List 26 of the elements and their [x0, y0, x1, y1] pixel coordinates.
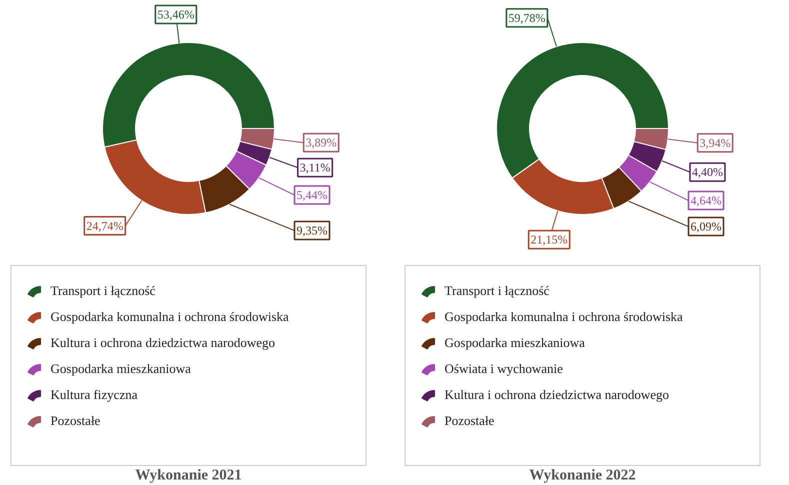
data-label: 53,46%	[157, 8, 194, 22]
legend-label: Gospodarka komunalna i ochrona środowiska	[444, 309, 684, 324]
legend-label: Pozostałe	[444, 413, 495, 428]
data-label: 4,40%	[692, 165, 723, 180]
legend-label: Transport i łączność	[50, 283, 156, 298]
legend-label: Gospodarka komunalna i ochrona środowiska	[50, 309, 290, 324]
legend-label: Kultura i ochrona dziedzictwa narodowego	[50, 335, 276, 350]
legend-label: Gospodarka mieszkaniowa	[444, 335, 586, 350]
legend-label: Kultura i ochrona dziedzictwa narodowego	[444, 387, 670, 402]
legend-label: Oświata i wychowanie	[444, 361, 564, 376]
data-label: 24,74%	[86, 218, 124, 233]
data-label: 3,11%	[300, 160, 330, 175]
data-label: 4,64%	[690, 194, 722, 208]
legend-label: Pozostałe	[50, 413, 101, 428]
data-label: 21,15%	[530, 232, 568, 247]
legend-label: Transport i łączność	[444, 283, 550, 298]
data-label: 3,94%	[700, 136, 731, 150]
data-label: 9,35%	[296, 224, 328, 238]
text: Wykonanie 2021	[135, 468, 242, 484]
data-label: 59,78%	[508, 10, 546, 25]
data-label: 3,89%	[306, 136, 337, 150]
text: Wykonanie 2022	[529, 468, 636, 484]
legend-label: Gospodarka mieszkaniowa	[50, 361, 192, 376]
legend-label: Kultura fizyczna	[50, 387, 138, 402]
data-label: 5,44%	[296, 188, 328, 202]
data-label: 6,09%	[690, 220, 722, 234]
